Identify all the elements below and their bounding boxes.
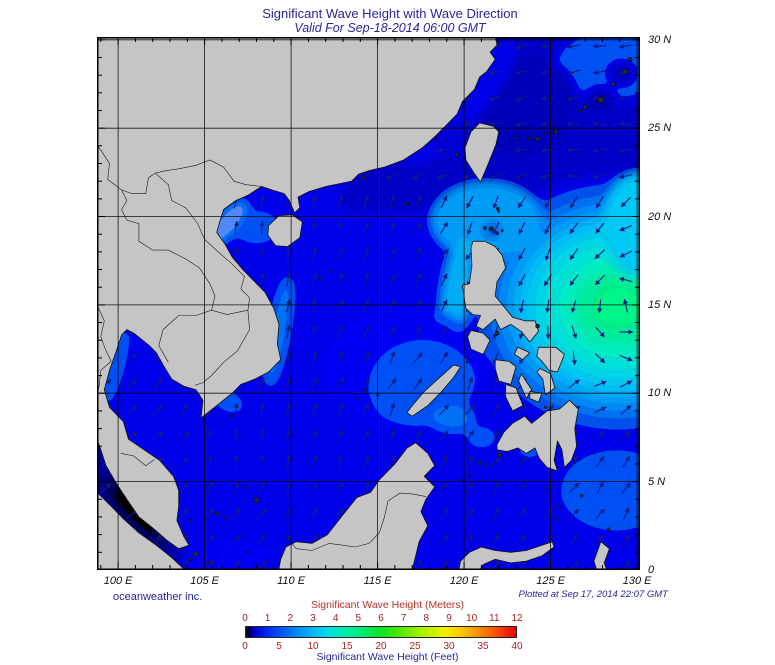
- x-axis-tick-label: 100 E: [103, 575, 133, 587]
- legend-feet-tick-label: 10: [307, 641, 319, 652]
- legend-meters-tick-label: 7: [400, 613, 407, 624]
- legend-meters-tick-label: 1: [264, 613, 271, 624]
- wave-map-canvas: [97, 37, 640, 570]
- x-axis-tick-label: 130 E: [622, 575, 652, 587]
- plotted-timestamp: Plotted at Sep 17, 2014 22:07 GMT: [518, 589, 668, 600]
- legend-feet-tick-label: 5: [276, 641, 282, 652]
- page-title: Significant Wave Height with Wave Direct…: [262, 6, 518, 21]
- x-axis-tick-label: 120 E: [449, 575, 479, 587]
- legend-meters-tick-label: 9: [446, 613, 452, 624]
- valid-time-subtitle: Valid For Sep-18-2014 06:00 GMT: [294, 21, 486, 35]
- legend-feet-tick-label: 30: [443, 641, 455, 652]
- legend-meters-tick-label: 3: [310, 613, 316, 624]
- legend-feet-tick-label: 20: [375, 641, 387, 652]
- wave-map-svg: [97, 37, 640, 570]
- country-borders-layer: [97, 143, 427, 551]
- y-axis-tick-label: 25 N: [648, 122, 672, 135]
- legend-meters-title: Significant Wave Height (Meters): [310, 599, 465, 611]
- legend-feet-tick-label: 35: [477, 641, 489, 652]
- legend-meters-tick-label: 0: [242, 613, 248, 624]
- y-axis-tick-label: 30 N: [648, 33, 672, 46]
- legend-meters-tick-label: 5: [355, 613, 362, 624]
- x-axis-tick-label: 105 E: [190, 575, 219, 587]
- legend-meters-tick-label: 10: [466, 613, 478, 624]
- legend-colorbar: [245, 626, 517, 638]
- legend-feet-title: Significant Wave Height (Feet): [316, 651, 459, 663]
- legend-feet-tick-label: 25: [409, 641, 421, 652]
- y-axis-tick-label: 0: [648, 563, 655, 576]
- oceanweather-credit: oceanweather inc.: [113, 591, 203, 603]
- y-axis-tick-label: 20 N: [648, 210, 672, 223]
- legend-meters-tick-label: 2: [287, 613, 294, 624]
- legend-meters-tick-label: 12: [511, 613, 523, 624]
- legend-meters-tick-label: 6: [378, 613, 384, 624]
- legend-feet-tick-label: 15: [341, 641, 353, 652]
- legend-meters-tick-label: 8: [423, 613, 430, 624]
- x-axis-tick-label: 115 E: [363, 575, 392, 587]
- legend-feet-tick-label: 40: [511, 641, 523, 652]
- degree-ticks-layer: [98, 38, 639, 569]
- y-axis-tick-label: 15 N: [648, 298, 672, 311]
- legend-meters-tick-label: 11: [489, 613, 500, 624]
- legend-feet-tick-label: 0: [242, 641, 248, 652]
- x-axis-tick-label: 110 E: [277, 575, 306, 587]
- y-axis-tick-label: 5 N: [648, 475, 666, 488]
- map-frame: [97, 37, 640, 570]
- legend-meters-tick-label: 4: [332, 613, 339, 624]
- y-axis-tick-label: 10 N: [648, 387, 672, 400]
- x-axis-tick-label: 125 E: [536, 575, 565, 587]
